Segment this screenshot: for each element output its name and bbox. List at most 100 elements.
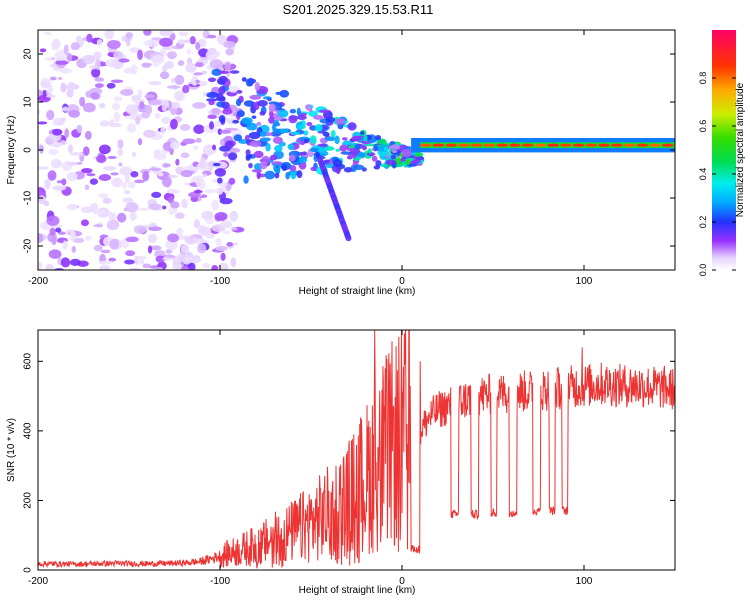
multipath-blob (221, 101, 230, 109)
noise-speckle (148, 81, 162, 86)
noise-speckle (46, 109, 55, 121)
noise-speckle (180, 244, 190, 254)
noise-speckle (230, 226, 238, 231)
snr-frame (37, 329, 676, 571)
noise-speckle (205, 218, 214, 225)
spectrogram-ytick-label: -10 (23, 190, 34, 205)
multipath-blob (274, 172, 280, 179)
noise-speckle (214, 211, 228, 221)
noise-speckle (197, 243, 207, 254)
noise-speckle (220, 252, 226, 261)
noise-speckle (156, 266, 164, 270)
multipath-blob (281, 164, 288, 171)
noise-speckle (170, 141, 180, 150)
noise-speckle (57, 231, 67, 235)
noise-speckle (229, 210, 239, 222)
noise-speckle (77, 161, 83, 165)
noise-speckle (82, 102, 96, 113)
spectrogram-ytick-label: 20 (23, 48, 34, 60)
noise-speckle (167, 233, 179, 243)
noise-speckle (144, 94, 156, 99)
noise-speckle (177, 253, 186, 263)
noise-speckle (50, 158, 63, 169)
multipath-blob (335, 118, 346, 125)
figure-title: S201.2025.329.15.53.R11 (283, 2, 434, 17)
multipath-blob (415, 156, 425, 161)
multipath-blob (259, 110, 266, 116)
noise-speckle (44, 178, 51, 190)
noise-speckle (195, 137, 202, 143)
noise-speckle (147, 99, 162, 106)
multipath-blob (236, 110, 245, 118)
noise-speckle (175, 158, 180, 166)
noise-speckle (80, 219, 90, 227)
noise-speckle (164, 61, 175, 69)
multipath-blob (343, 166, 353, 173)
spectrogram-ytick-label: 10 (23, 96, 34, 108)
noise-speckle (98, 260, 112, 265)
noise-speckle (98, 174, 112, 182)
noise-speckle (205, 233, 215, 239)
multipath-blob (218, 70, 230, 74)
noise-speckle (171, 101, 180, 109)
noise-speckle (161, 116, 171, 125)
multipath-blob (227, 152, 238, 160)
multipath-blob (375, 160, 382, 167)
noise-speckle (46, 94, 56, 98)
multipath-blob (411, 159, 422, 164)
noise-speckle (86, 173, 96, 177)
noise-speckle (211, 107, 221, 115)
noise-speckle (47, 84, 53, 94)
multipath-blob (248, 162, 253, 169)
noise-speckle (139, 100, 145, 110)
multipath-blob (330, 130, 336, 138)
multipath-blob (214, 169, 226, 173)
noise-speckle (90, 92, 100, 100)
multipath-blob (229, 70, 240, 74)
noise-speckle (119, 166, 133, 176)
noise-speckle (70, 42, 80, 51)
multipath-blob (272, 128, 280, 134)
noise-speckle (193, 145, 199, 150)
multipath-blob (208, 100, 215, 106)
multipath-blob (207, 114, 217, 120)
noise-speckle (153, 153, 167, 160)
noise-speckle (60, 257, 71, 268)
noise-speckle (89, 178, 99, 185)
noise-speckle (182, 84, 190, 94)
multipath-blob (251, 169, 263, 173)
noise-speckle (51, 236, 57, 246)
noise-speckle (133, 224, 147, 235)
multipath-blob (310, 147, 319, 152)
noise-speckle (167, 51, 177, 60)
multipath-blob (297, 124, 306, 130)
noise-speckle (160, 126, 166, 135)
multipath-blob (339, 144, 348, 152)
noise-speckle (47, 170, 57, 181)
multipath-blob (233, 134, 243, 142)
multipath-blob (310, 166, 317, 171)
multipath-blob (262, 96, 272, 100)
multipath-blob (269, 154, 278, 161)
noise-speckle (215, 245, 228, 252)
noise-speckle (93, 244, 103, 252)
carrier-peak (483, 143, 496, 147)
multipath-blob (260, 137, 271, 142)
multipath-blob (241, 117, 253, 125)
noise-speckle (103, 165, 117, 171)
colorbar-ticks: 0.0 0.2 0.4 0.6 0.8 (698, 72, 736, 276)
multipath-blob (362, 145, 367, 151)
carrier-peak (496, 143, 509, 147)
noise-speckle (64, 128, 70, 139)
noise-speckle (159, 37, 173, 47)
noise-speckle (48, 249, 62, 259)
multipath-blob (207, 77, 217, 82)
multipath-blob (222, 108, 233, 115)
multipath-blob (303, 130, 309, 136)
noise-speckle (125, 32, 134, 39)
noise-speckle (211, 199, 220, 211)
noise-speckle (91, 67, 101, 78)
noise-speckle (122, 181, 127, 189)
multipath-blob (394, 156, 403, 164)
